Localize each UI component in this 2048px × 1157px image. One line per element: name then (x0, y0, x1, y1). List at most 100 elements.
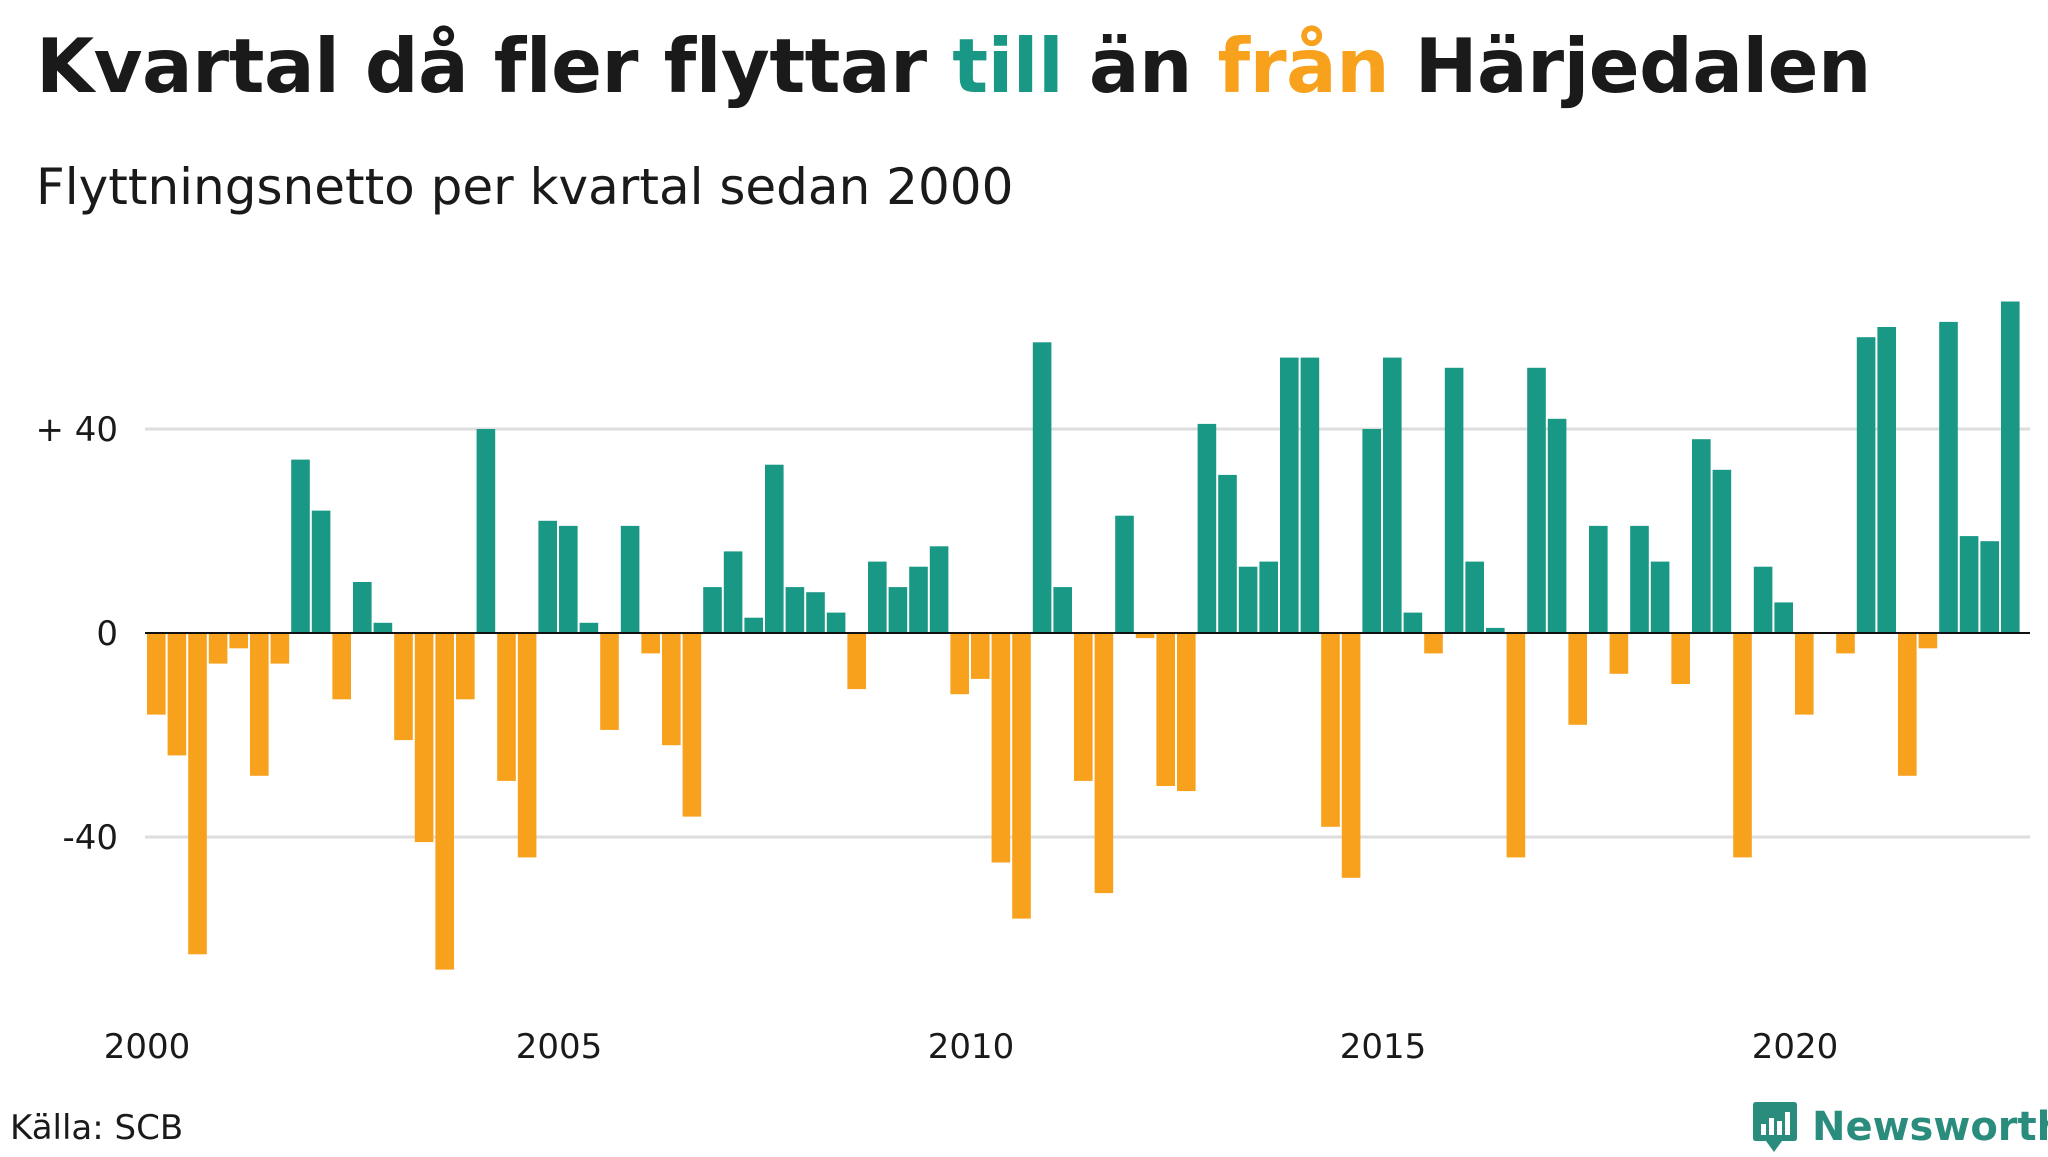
bar-positive (1939, 321, 1958, 633)
bar-negative (208, 633, 228, 664)
title-part-3: än (1063, 22, 1218, 110)
y-tick-label: 0 (96, 614, 118, 654)
bar-positive (909, 566, 928, 633)
y-tick-label: + 40 (35, 410, 118, 450)
bar-positive (620, 525, 640, 633)
bar-positive (1959, 536, 1979, 633)
bar-positive (1115, 515, 1134, 633)
bar-positive (373, 622, 393, 633)
bar-positive (476, 429, 496, 633)
bar-positive (744, 617, 763, 633)
bar-positive (1856, 337, 1876, 633)
bar-negative (332, 633, 351, 700)
bar-negative (600, 633, 619, 730)
bar-positive (1527, 367, 1546, 633)
chart-subtitle: Flyttningsnetto per kvartal sedan 2000 (36, 158, 1014, 216)
bar-positive (579, 622, 599, 633)
bar-negative (1135, 633, 1155, 639)
bar-positive (1032, 342, 1052, 633)
bar-negative (1341, 633, 1361, 878)
x-tick-label: 2000 (104, 1027, 191, 1067)
bar-positive (1383, 357, 1402, 633)
bar-negative (682, 633, 702, 817)
bar-positive (1650, 561, 1670, 633)
bar-negative (497, 633, 516, 781)
bar-negative (1506, 633, 1526, 858)
bar-positive (1630, 525, 1649, 633)
bar-negative (950, 633, 969, 695)
bar-negative (1568, 633, 1587, 725)
bar-positive (1218, 474, 1237, 633)
bar-positive (703, 587, 722, 633)
bar-positive (1486, 627, 1505, 633)
bar-positive (888, 587, 908, 633)
y-axis-labels: + 40 0 -40 (35, 410, 118, 858)
bar-positive (723, 551, 743, 633)
x-tick-label: 2020 (1752, 1027, 1839, 1067)
bar-positive (826, 612, 846, 633)
bar-negative (456, 633, 475, 700)
title-part-1: Kvartal då fler flyttar (36, 22, 953, 110)
bar-negative (1836, 633, 1855, 654)
x-axis-labels: 2000 2005 2010 2015 2020 (104, 1027, 1839, 1067)
bar-negative (1609, 633, 1629, 674)
bar-positive (538, 520, 557, 633)
bar-negative (1671, 633, 1690, 684)
brand-name: Newsworthy (1812, 1104, 2048, 1150)
bar-negative (1074, 633, 1093, 781)
bar-positive (1259, 561, 1278, 633)
bar-negative (270, 633, 290, 664)
bar-negative (188, 633, 207, 955)
bar-negative (1012, 633, 1031, 919)
bar-positive (291, 459, 310, 633)
bar-negative (517, 633, 537, 858)
bar-positive (1444, 367, 1464, 633)
bar-positive (929, 546, 949, 633)
title-highlight-fran: från (1217, 22, 1390, 110)
bar-positive (1197, 423, 1217, 633)
bar-negative (991, 633, 1011, 863)
bars (147, 301, 2020, 970)
bar-positive (1280, 357, 1299, 633)
bar-negative (662, 633, 681, 746)
bar-positive (1692, 439, 1711, 633)
source-note: Källa: SCB (10, 1108, 184, 1148)
bar-negative (641, 633, 660, 654)
bar-positive (1980, 541, 1999, 633)
bar-negative (1795, 633, 1814, 715)
bar-positive (806, 592, 825, 633)
bar-positive (1362, 429, 1381, 633)
bar-negative (1424, 633, 1443, 654)
bar-negative (435, 633, 454, 970)
bar-negative (414, 633, 434, 843)
x-tick-label: 2005 (516, 1027, 603, 1067)
bar-negative (229, 633, 248, 649)
bar-negative (147, 633, 166, 715)
bar-positive (765, 464, 784, 633)
bar-negative (1898, 633, 1917, 776)
bar-positive (1774, 602, 1793, 633)
bar-positive (1053, 587, 1072, 633)
bar-positive (1547, 418, 1567, 633)
brand-logo: Newsworthy (1752, 1097, 2048, 1157)
bar-negative (1094, 633, 1114, 894)
bar-positive (1712, 469, 1732, 633)
bar-positive (1877, 327, 1896, 633)
bar-negative (847, 633, 866, 690)
bar-positive (1403, 612, 1423, 633)
bar-negative (1733, 633, 1752, 858)
bar-positive (559, 525, 578, 633)
bar-positive (1589, 525, 1608, 633)
bar-positive (1465, 561, 1484, 633)
bar-positive (311, 510, 331, 633)
y-tick-label: -40 (62, 818, 118, 858)
bar-chart: + 40 0 -40 2000 2005 2010 2015 2020 (35, 301, 2030, 1067)
bar-negative (971, 633, 990, 679)
bar-positive (1300, 357, 1320, 633)
bar-negative (394, 633, 413, 741)
title-highlight-till: till (952, 22, 1064, 110)
bar-positive (868, 561, 887, 633)
gridlines (145, 427, 2030, 839)
bar-negative (1156, 633, 1175, 786)
bar-positive (2001, 301, 2020, 633)
